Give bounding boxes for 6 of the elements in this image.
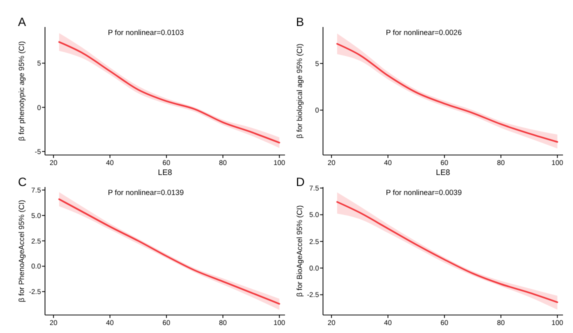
chart-title: D xyxy=(296,175,305,189)
x-axis-title: LE8 xyxy=(158,168,173,177)
chart-title: A xyxy=(18,15,26,29)
x-axis-title: LE8 xyxy=(436,168,451,177)
chart-title: B xyxy=(296,15,304,29)
chart-title: C xyxy=(18,175,27,189)
